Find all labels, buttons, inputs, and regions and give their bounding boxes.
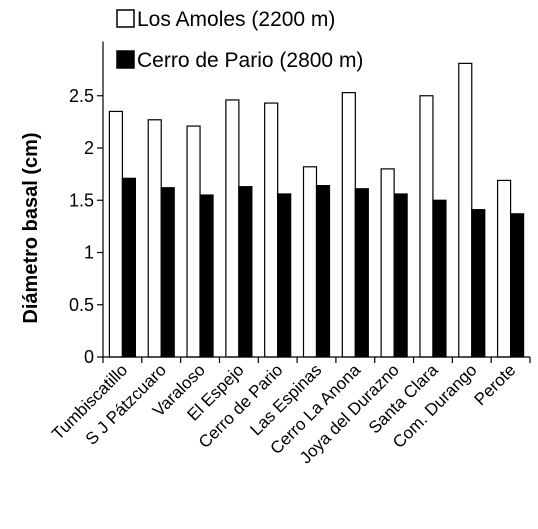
bar-cerro-de-pario-2800-m-perote (509, 213, 525, 358)
y-axis-label: Diámetro basal (cm) (20, 132, 42, 323)
bar-los-amoles-2200-m-las-espinas (302, 166, 318, 358)
bar-los-amoles-2200-m-s-j-patzcuaro (147, 119, 162, 358)
bar-cerro-de-pario-2800-m-s-j-patzcuaro (160, 187, 175, 358)
y-tick-label: 2 (84, 138, 94, 158)
bar-cerro-de-pario-2800-m-las-espinas (315, 185, 331, 358)
legend-swatch-cerro-de-pario (116, 50, 135, 69)
bar-los-amoles-2200-m-cerro-de-pario (264, 102, 279, 358)
bar-cerro-de-pario-2800-m-com-durango (471, 209, 486, 358)
y-tick-label: 2.5 (69, 86, 94, 106)
y-tick-label: 0 (84, 347, 94, 367)
bar-los-amoles-2200-m-perote (496, 179, 512, 358)
y-tick-label: 1 (84, 243, 94, 263)
legend-label-los-amoles: Los Amoles (2200 m) (137, 8, 335, 31)
bar-cerro-de-pario-2800-m-joya-del-durazno (393, 193, 408, 358)
legend: Los Amoles (2200 m) Cerro de Pario (2800… (116, 8, 363, 72)
bar-los-amoles-2200-m-joya-del-durazno (380, 168, 395, 358)
bar-cerro-de-pario-2800-m-santa-clara (432, 199, 447, 358)
bar-cerro-de-pario-2800-m-cerro-de-pario (277, 193, 292, 358)
bar-cerro-de-pario-2800-m-el-espejo (238, 186, 253, 358)
y-tick-label: 1.5 (69, 190, 94, 210)
x-tick-label-perote: Perote (471, 360, 520, 409)
bar-los-amoles-2200-m-santa-clara (419, 95, 434, 358)
bar-cerro-de-pario-2800-m-tumbiscatillo (121, 177, 137, 358)
bar-cerro-de-pario-2800-m-varaloso (199, 194, 214, 358)
bar-cerro-de-pario-2800-m-cerro-la-anona (354, 188, 369, 358)
bar-los-amoles-2200-m-cerro-la-anona (341, 92, 356, 358)
legend-entry-los-amoles: Los Amoles (2200 m) (116, 8, 335, 31)
bar-los-amoles-2200-m-tumbiscatillo (108, 110, 124, 358)
legend-entry-cerro-de-pario: Cerro de Pario (2800 m) (116, 49, 363, 72)
bar-los-amoles-2200-m-com-durango (458, 62, 473, 358)
bar-los-amoles-2200-m-varaloso (186, 125, 201, 358)
bar-los-amoles-2200-m-el-espejo (225, 99, 240, 358)
y-tick-label: 0.5 (69, 295, 94, 315)
legend-swatch-los-amoles (116, 9, 135, 28)
legend-label-cerro-de-pario: Cerro de Pario (2800 m) (137, 49, 363, 72)
